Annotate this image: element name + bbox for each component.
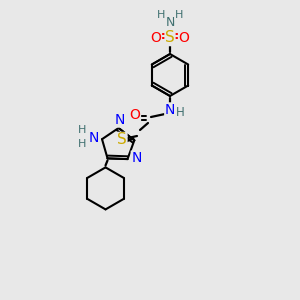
Text: H: H xyxy=(78,125,86,135)
Text: O: O xyxy=(151,31,161,45)
Text: N: N xyxy=(165,103,175,117)
Text: O: O xyxy=(130,108,140,122)
Text: N: N xyxy=(131,151,142,165)
Text: H: H xyxy=(78,139,86,149)
Text: H: H xyxy=(157,10,165,20)
Text: H: H xyxy=(176,106,184,118)
Text: O: O xyxy=(178,31,189,45)
Text: S: S xyxy=(165,31,175,46)
Text: N: N xyxy=(165,16,175,29)
Text: N: N xyxy=(114,113,125,127)
Text: S: S xyxy=(117,133,127,148)
Text: H: H xyxy=(175,10,183,20)
Text: N: N xyxy=(89,131,99,145)
